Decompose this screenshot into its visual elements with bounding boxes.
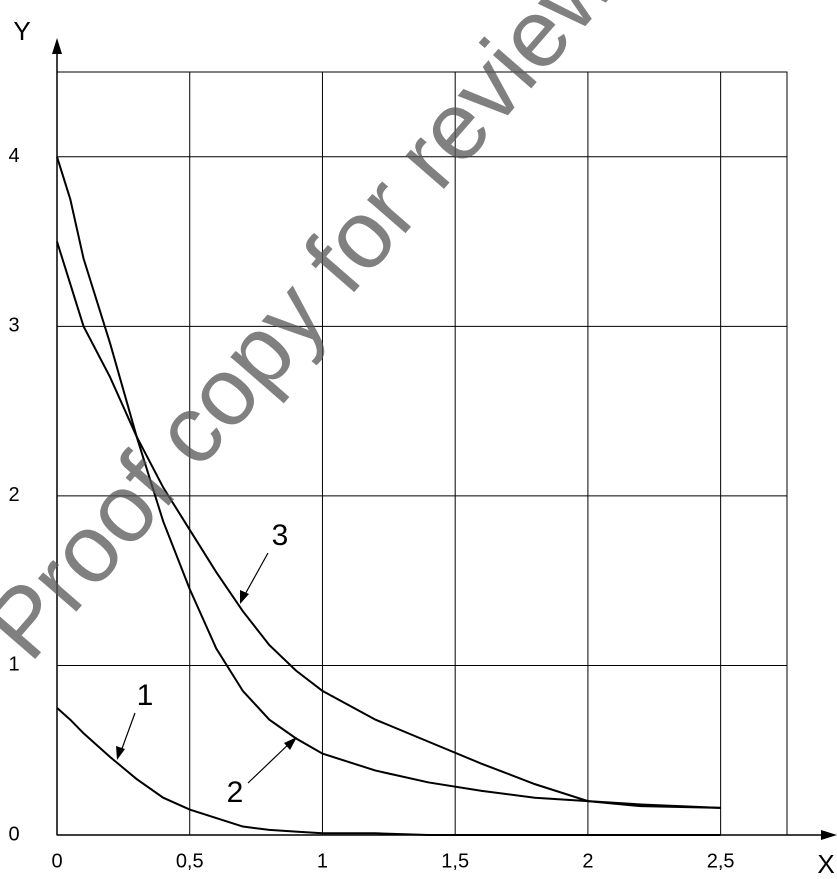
annotation-arrow <box>242 552 269 599</box>
curve <box>56 156 721 809</box>
annotation-arrowhead <box>284 737 297 750</box>
y-tick-label: 4 <box>8 145 19 167</box>
y-tick-label: 1 <box>8 654 19 676</box>
annotation-arrowhead <box>116 746 125 760</box>
x-tick-label: 2,5 <box>707 850 735 872</box>
x-axis-arrow <box>821 830 837 840</box>
x-tick-label: 1,5 <box>441 850 469 872</box>
y-tick-label: 0 <box>8 823 19 845</box>
y-tick-label: 3 <box>8 315 19 337</box>
x-axis-label: X <box>817 849 834 879</box>
x-tick-label: 2 <box>582 850 593 872</box>
y-axis-arrow <box>52 38 62 54</box>
curve-label: 2 <box>227 776 244 809</box>
x-tick-label: 0 <box>51 850 62 872</box>
curve-label: 1 <box>137 679 154 712</box>
annotation-arrowhead <box>240 590 249 604</box>
y-axis-label: Y <box>13 16 30 46</box>
annotation-arrow <box>119 712 136 755</box>
x-tick-label: 1 <box>317 850 328 872</box>
x-tick-label: 0,5 <box>176 850 204 872</box>
y-tick-label: 2 <box>8 484 19 506</box>
curve <box>56 707 721 836</box>
watermark: Proof copy for review only <box>0 0 770 679</box>
annotation-arrow <box>247 740 293 784</box>
curve-label: 3 <box>272 519 289 552</box>
curve-annotations <box>116 552 297 784</box>
curve <box>56 241 721 809</box>
